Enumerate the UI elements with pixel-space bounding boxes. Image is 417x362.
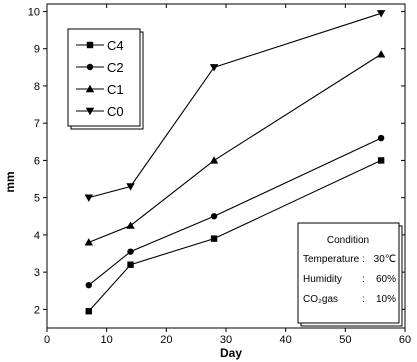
data-point — [127, 261, 134, 268]
x-tick-label: 30 — [220, 334, 232, 346]
condition-label: Humidity — [303, 274, 342, 285]
condition-value: 30℃ — [374, 254, 396, 265]
data-point — [85, 308, 92, 315]
y-tick-label: 8 — [34, 81, 40, 93]
series-line — [88, 53, 382, 243]
y-tick-label: 2 — [34, 304, 40, 316]
legend-marker — [86, 63, 94, 71]
y-tick-label: 5 — [34, 193, 40, 205]
y-tick-label: 6 — [34, 155, 40, 167]
y-tick-label: 4 — [34, 230, 40, 242]
y-tick-label: 7 — [34, 118, 40, 130]
series-line — [88, 137, 382, 286]
data-point — [126, 221, 135, 229]
x-tick-label: 0 — [44, 334, 50, 346]
legend-label: C4 — [107, 38, 124, 53]
condition-separator: : — [362, 254, 365, 265]
series-line — [88, 159, 382, 312]
data-point — [376, 50, 386, 58]
data-series — [84, 10, 386, 315]
data-point — [84, 194, 93, 202]
legend-label: C2 — [107, 60, 124, 75]
condition-box: ConditionTemperature:30℃Humidity:60%CO₂g… — [297, 222, 403, 327]
data-point — [85, 281, 92, 289]
condition-separator: : — [362, 274, 365, 285]
condition-value: 60% — [376, 274, 396, 285]
condition-label: Temperature — [303, 254, 360, 265]
data-point — [210, 213, 218, 220]
x-tick-label: 40 — [280, 334, 292, 346]
x-axis-title: Day — [220, 346, 242, 360]
legend-marker — [85, 107, 95, 116]
condition-label: CO₂gas — [303, 294, 338, 305]
condition-value: 10% — [376, 294, 396, 305]
condition-box-frame — [297, 222, 400, 324]
legend-label: C0 — [107, 104, 124, 119]
series-c0 — [84, 10, 386, 202]
y-tick-label: 10 — [28, 6, 40, 18]
y-tick-label: 3 — [34, 267, 40, 279]
condition-title: Condition — [327, 235, 369, 246]
legend-marker — [85, 84, 95, 93]
series-c4 — [85, 157, 385, 315]
x-tick-label: 20 — [160, 334, 172, 346]
x-tick-label: 10 — [101, 334, 113, 346]
data-point — [127, 248, 134, 255]
data-point — [377, 157, 385, 164]
condition-separator: : — [362, 294, 365, 305]
series-c2 — [85, 134, 385, 289]
series-line — [88, 12, 382, 199]
data-point — [210, 235, 218, 242]
y-axis-title: mm — [3, 171, 17, 192]
data-point — [376, 10, 386, 18]
axis-ticks: 0 10 20 30 40 50 60 2 3 4 5 6 7 8 9 10 — [28, 4, 411, 346]
data-point — [84, 238, 93, 246]
legend-label: C1 — [107, 82, 124, 97]
data-point — [209, 64, 219, 72]
x-tick-label: 50 — [339, 334, 351, 346]
x-tick-label: 60 — [399, 334, 411, 346]
data-point — [126, 183, 135, 191]
y-tick-label: 9 — [34, 44, 40, 56]
data-point — [377, 134, 385, 142]
data-point — [209, 156, 219, 164]
legend-marker — [86, 41, 94, 49]
series-c1 — [84, 50, 386, 246]
legend: C4 C2 C1 C0 — [67, 28, 144, 130]
